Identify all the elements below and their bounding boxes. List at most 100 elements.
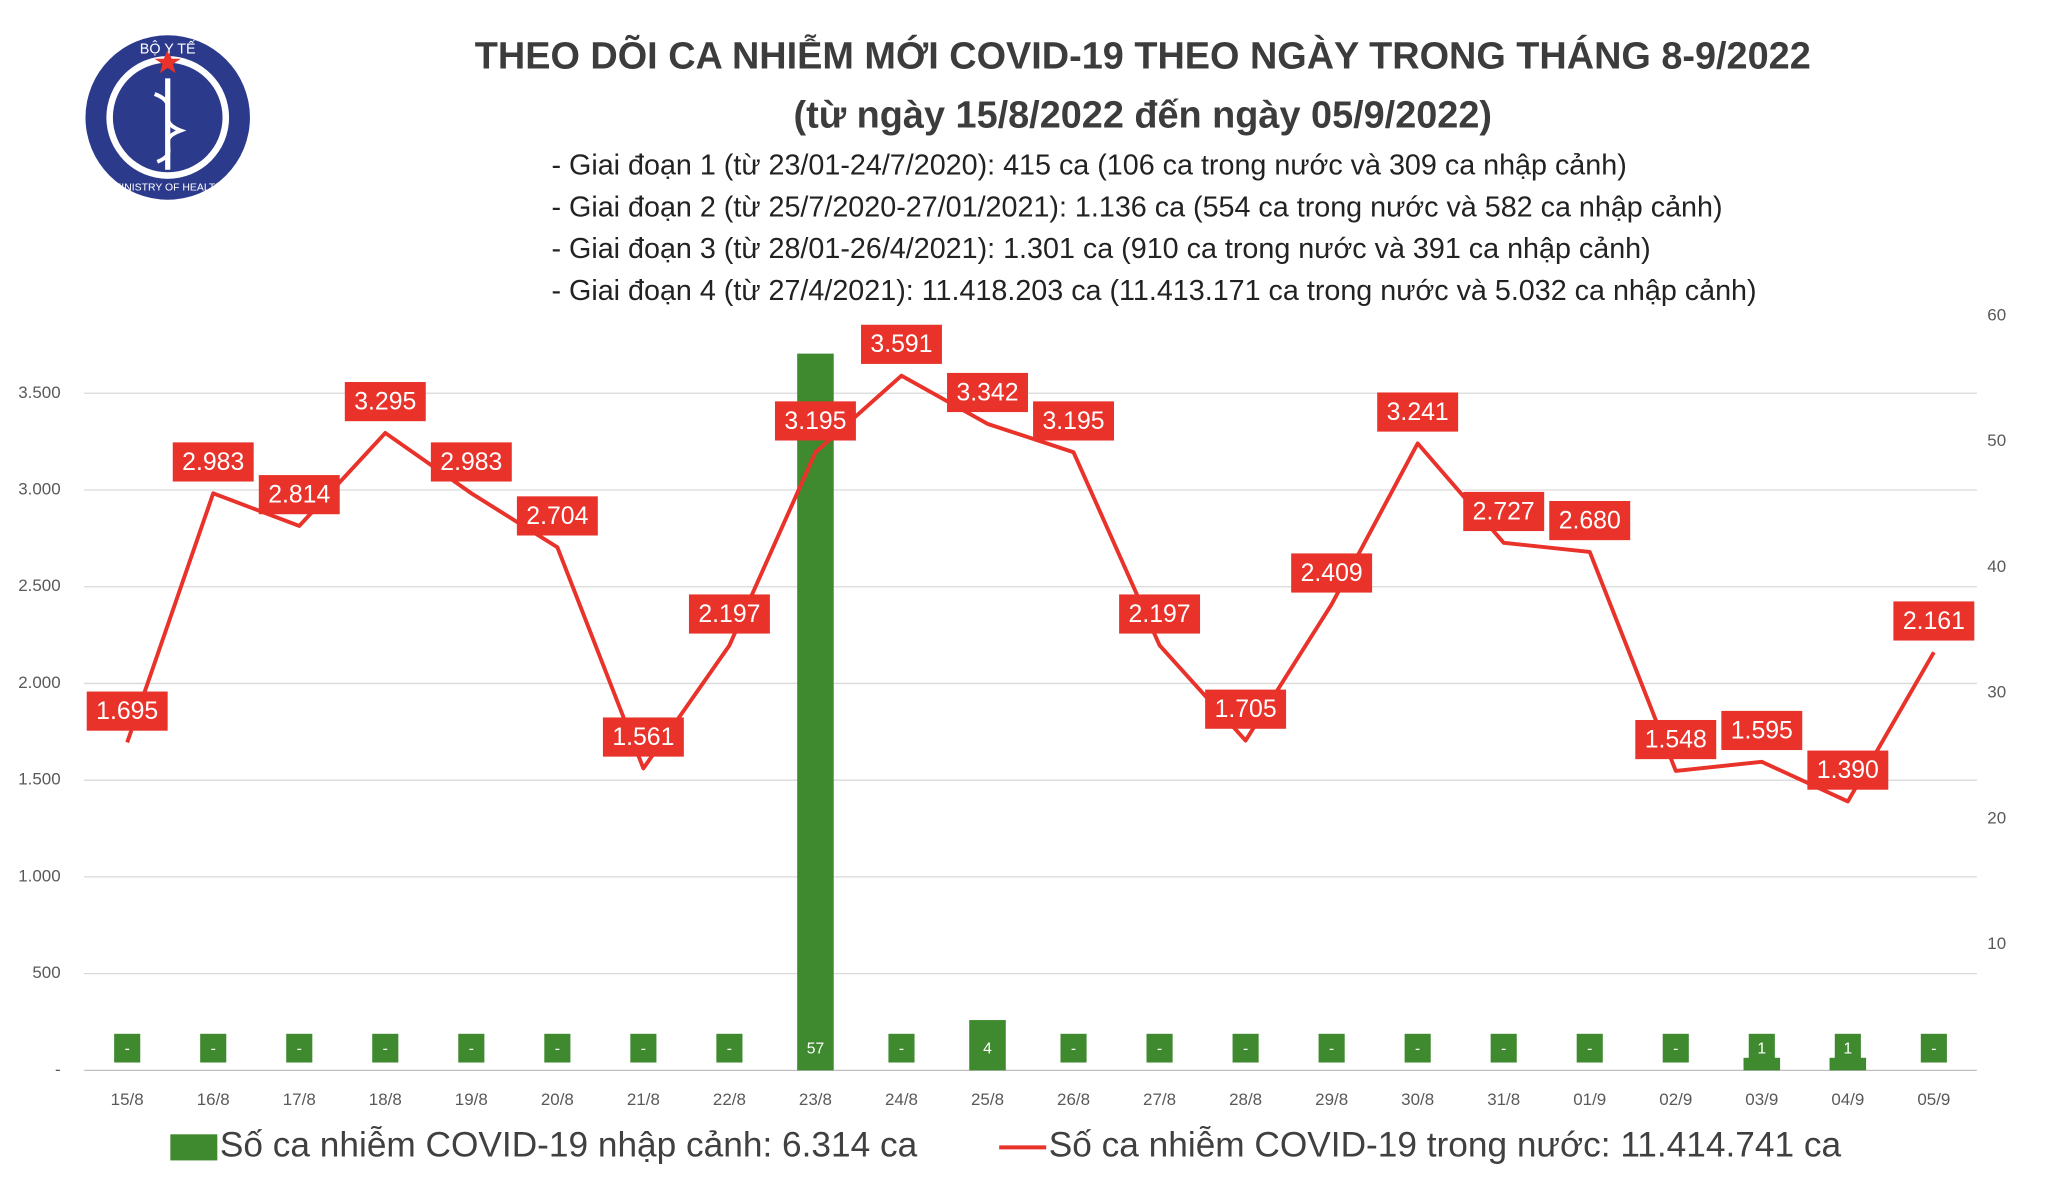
- bar-label: -: [899, 1041, 904, 1058]
- bar-label-box: [1404, 1033, 1431, 1063]
- y2-tick-label: 30: [1987, 683, 2006, 702]
- y2-tick-label: 40: [1987, 557, 2006, 576]
- value-label-box: [861, 324, 942, 364]
- value-label: 1.561: [612, 724, 674, 751]
- value-label-box: [1463, 491, 1545, 532]
- value-label: 1.548: [1645, 726, 1707, 753]
- value-label: 2.727: [1473, 498, 1535, 525]
- x-tick-label: 16/8: [197, 1090, 230, 1109]
- value-label: 1.705: [1215, 696, 1277, 723]
- y-tick-label: -: [55, 1060, 61, 1079]
- bar-label: -: [469, 1041, 474, 1058]
- x-tick-label: 21/8: [627, 1090, 660, 1109]
- value-label: 2.197: [698, 601, 760, 628]
- value-label-box: [86, 691, 168, 731]
- x-tick-label: 03/9: [1745, 1090, 1778, 1109]
- bar-label: -: [1329, 1041, 1334, 1058]
- bar-label-box: [630, 1033, 657, 1063]
- bar-label-box: [1576, 1033, 1603, 1063]
- value-label-box: [1549, 500, 1631, 541]
- value-label-box: [1635, 719, 1717, 760]
- value-label: 3.342: [956, 379, 1018, 406]
- value-label-box: [1119, 594, 1201, 634]
- y-tick-label: 1.500: [18, 770, 60, 789]
- legend-label: Số ca nhiễm COVID-19 trong nước: 11.414.…: [1049, 1126, 1842, 1165]
- x-tick-label: 04/9: [1831, 1090, 1864, 1109]
- value-label: 2.704: [526, 503, 588, 530]
- bar-label: 57: [807, 1041, 824, 1058]
- bar-label: -: [1415, 1041, 1420, 1058]
- bar-label-box: [1060, 1033, 1087, 1063]
- value-label-box: [1377, 392, 1459, 432]
- bar-label-box: [888, 1033, 915, 1063]
- value-label-box: [1205, 689, 1287, 729]
- y2-tick-label: 50: [1987, 431, 2006, 450]
- legend-label: Số ca nhiễm COVID-19 nhập cảnh: 6.314 ca: [220, 1126, 918, 1165]
- value-label-box: [258, 475, 340, 515]
- bar-label: -: [727, 1041, 732, 1058]
- x-tick-label: 17/8: [283, 1090, 316, 1109]
- value-label: 2.409: [1301, 560, 1363, 587]
- bar-label-box: [1232, 1033, 1259, 1063]
- value-label-box: [1033, 401, 1115, 441]
- value-label-box: [947, 372, 1028, 413]
- bar-label-box: [458, 1033, 485, 1063]
- value-label-box: [344, 382, 426, 422]
- bar-label-box: [1662, 1033, 1689, 1063]
- x-tick-label: 18/8: [369, 1090, 402, 1109]
- bar-label: -: [1673, 1041, 1678, 1058]
- value-label-box: [602, 717, 684, 757]
- bar-label: -: [383, 1041, 388, 1058]
- value-label: 2.161: [1903, 608, 1965, 635]
- x-tick-label: 26/8: [1057, 1090, 1090, 1109]
- bar-label-box: [544, 1033, 571, 1063]
- x-tick-label: 30/8: [1401, 1090, 1434, 1109]
- x-tick-label: 31/8: [1487, 1090, 1520, 1109]
- bar-label: -: [1157, 1041, 1162, 1058]
- value-label: 2.197: [1129, 601, 1191, 628]
- value-label: 1.595: [1731, 717, 1793, 744]
- y2-tick-label: 10: [1987, 934, 2006, 953]
- bar-label-box: [372, 1033, 399, 1063]
- value-label: 2.983: [182, 449, 244, 476]
- bar-label: -: [1501, 1041, 1506, 1058]
- bar-label: -: [1931, 1041, 1936, 1058]
- value-label: 3.295: [354, 388, 416, 415]
- logo-star: [154, 49, 181, 74]
- value-label: 2.983: [440, 449, 502, 476]
- bar-label-box: [802, 1033, 829, 1063]
- x-tick-label: 20/8: [541, 1090, 574, 1109]
- x-tick-label: 19/8: [455, 1090, 488, 1109]
- value-label: 3.195: [784, 408, 846, 435]
- chart-subtitle: (từ ngày 15/8/2022 đến ngày 05/9/2022): [794, 94, 1492, 136]
- chart-title: THEO DÕI CA NHIỄM MỚI COVID-19 THEO NGÀY…: [475, 35, 1811, 78]
- annotation: - Giai đoạn 3 (từ 28/01-26/4/2021): 1.30…: [551, 233, 1650, 265]
- bar-label-box: [114, 1033, 141, 1063]
- x-tick-label: 05/9: [1917, 1090, 1950, 1109]
- bar-label: -: [297, 1041, 302, 1058]
- bar-label: 1: [1757, 1041, 1766, 1058]
- annotation: - Giai đoạn 4 (từ 27/4/2021): 11.418.203…: [551, 275, 1756, 307]
- value-label: 2.680: [1559, 507, 1621, 534]
- y-tick-label: 3.000: [18, 479, 60, 498]
- x-tick-label: 29/8: [1315, 1090, 1348, 1109]
- x-tick-label: 23/8: [799, 1090, 832, 1109]
- annotation: - Giai đoạn 1 (từ 23/01-24/7/2020): 415 …: [551, 150, 1626, 182]
- logo-snake: [153, 92, 187, 164]
- line: [125, 373, 1936, 804]
- value-label-box: [774, 401, 856, 441]
- bar: [797, 353, 834, 1071]
- bar-label: -: [211, 1041, 216, 1058]
- bar-label: -: [1243, 1041, 1248, 1058]
- value-label-box: [1807, 750, 1889, 790]
- value-label: 1.390: [1817, 757, 1879, 784]
- x-tick-label: 25/8: [971, 1090, 1004, 1109]
- x-tick-label: 28/8: [1229, 1090, 1262, 1109]
- bar-label: -: [125, 1041, 130, 1058]
- y-tick-label: 2.000: [18, 673, 60, 692]
- bar-label-box: [1490, 1033, 1517, 1063]
- value-label-box: [172, 442, 254, 482]
- y-tick-label: 1.000: [18, 866, 60, 885]
